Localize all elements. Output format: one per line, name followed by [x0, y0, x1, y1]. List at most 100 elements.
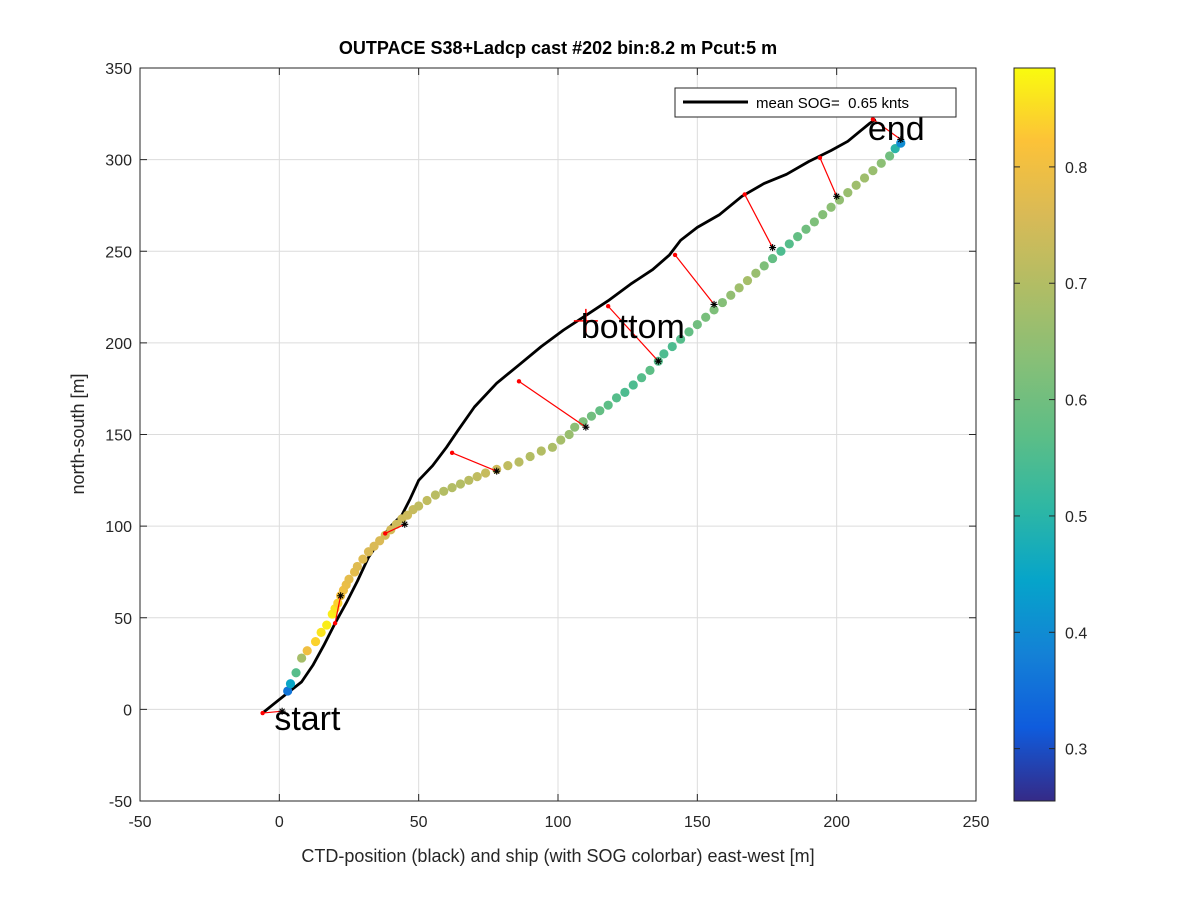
ship-point — [439, 486, 449, 496]
ctd-sample-marker — [605, 304, 611, 309]
ctd-sample-marker — [870, 117, 876, 122]
y-tick-label: 50 — [114, 611, 132, 628]
ship-point — [455, 479, 466, 489]
ctd-sample-marker — [260, 710, 265, 716]
ctd-sample-marker — [449, 450, 455, 456]
ship-point — [302, 646, 312, 656]
ship-point — [645, 365, 655, 375]
ship-point — [859, 173, 870, 183]
chart-title: OUTPACE S38+Ladcp cast #202 bin:8.2 m Pc… — [339, 38, 777, 58]
track-layer — [260, 117, 906, 716]
ship-point — [556, 435, 566, 445]
offset-segment — [518, 380, 587, 428]
ship-point — [784, 239, 794, 249]
x-tick-label: 150 — [684, 814, 711, 831]
colorbar-gradient — [1013, 67, 1056, 802]
ship-point — [322, 620, 332, 630]
ctd-sample-marker — [742, 192, 747, 197]
ship-point — [843, 188, 853, 198]
colorbar-tick-label: 0.7 — [1065, 276, 1087, 293]
ship-point — [717, 297, 728, 308]
ship-point — [283, 686, 293, 696]
colorbar-tick-label: 0.3 — [1065, 742, 1087, 759]
ship-point — [310, 636, 321, 647]
ship-point — [291, 668, 301, 678]
ship-point — [637, 373, 647, 383]
offset-segment — [607, 305, 659, 362]
y-tick-label: -50 — [109, 794, 132, 811]
ship-point — [570, 422, 580, 432]
ship-point — [818, 210, 828, 220]
ship-point — [611, 393, 622, 403]
ship-point — [464, 475, 474, 485]
x-tick-label: 0 — [275, 814, 284, 831]
y-tick-label: 250 — [105, 244, 132, 261]
x-axis-label: CTD-position (black) and ship (with SOG … — [301, 846, 814, 866]
ship-point — [586, 411, 597, 421]
ship-point — [503, 461, 513, 471]
y-tick-label: 200 — [105, 336, 132, 353]
ship-point — [472, 472, 482, 482]
ship-point — [851, 180, 861, 190]
ctd-sample-marker — [817, 155, 823, 160]
ship-point — [297, 653, 307, 663]
ship-point — [692, 319, 702, 330]
ship-point — [620, 387, 630, 397]
ship-point — [536, 446, 546, 456]
ship-point — [564, 429, 574, 440]
ship-point — [896, 138, 906, 148]
ship-point — [701, 312, 711, 322]
ship-point — [776, 246, 786, 256]
ship-point — [826, 202, 836, 212]
ship-point — [726, 290, 736, 300]
ship-sample-marker — [582, 423, 590, 431]
ship-sample-marker — [337, 592, 345, 600]
offset-segment — [674, 254, 715, 305]
ship-point — [285, 679, 296, 689]
ship-sample-marker — [401, 520, 409, 528]
ship-point — [876, 158, 886, 168]
offset-segment — [872, 118, 902, 140]
ship-point — [801, 224, 811, 234]
ship-point — [793, 231, 803, 242]
ship-point — [628, 380, 638, 390]
ship-point — [759, 261, 769, 271]
ship-point — [659, 349, 669, 359]
annotation-start: start — [274, 700, 341, 738]
ship-sample-marker — [769, 244, 777, 252]
legend[interactable]: mean SOG= 0.65 knts — [674, 87, 957, 118]
colorbar-tick-label: 0.4 — [1065, 625, 1087, 642]
x-tick-label: -50 — [128, 814, 151, 831]
ship-point — [316, 627, 326, 638]
offset-segment — [384, 523, 405, 534]
ship-point — [525, 451, 535, 462]
ctd-sample-marker — [332, 621, 338, 626]
ship-point — [767, 253, 778, 264]
ship-point — [547, 442, 558, 452]
annotation-bottom: bottom — [581, 308, 685, 346]
ship-point — [595, 406, 605, 416]
ship-point — [734, 283, 744, 293]
ship-sample-marker — [654, 357, 662, 365]
y-tick-label: 150 — [105, 428, 132, 445]
x-tick-label: 200 — [823, 814, 850, 831]
y-tick-label: 0 — [123, 702, 132, 719]
y-axis-label: north-south [m] — [68, 373, 88, 494]
y-tick-label: 300 — [105, 153, 132, 170]
y-tick-label: 350 — [105, 61, 132, 78]
colorbar[interactable]: 0.3 0.4 0.5 0.6 0.7 0.8 — [1013, 67, 1087, 802]
ship-point — [422, 495, 432, 506]
legend-entry-mean-sog: mean SOG= 0.65 knts — [756, 95, 909, 112]
x-tick-label: 250 — [963, 814, 990, 831]
colorbar-tick-label: 0.8 — [1065, 160, 1087, 177]
ship-sample-marker — [897, 135, 905, 143]
ship-point — [751, 268, 761, 278]
offset-segment — [819, 157, 838, 197]
bottom-marker-plus — [573, 308, 598, 333]
ship-point — [514, 457, 524, 467]
axis-ticks: -50 0 50 100 150 200 250 -50 0 50 100 150 200 250 300 3… — [105, 61, 989, 831]
colorbar-tick-label: 0.6 — [1065, 393, 1087, 410]
ship-point — [676, 334, 686, 344]
ship-point — [430, 490, 440, 500]
ship-sample-marker — [278, 707, 286, 715]
